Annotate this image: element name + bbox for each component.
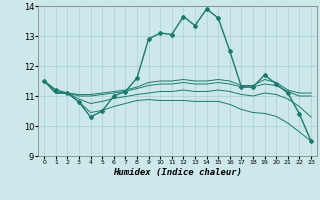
X-axis label: Humidex (Indice chaleur): Humidex (Indice chaleur) xyxy=(113,168,242,177)
